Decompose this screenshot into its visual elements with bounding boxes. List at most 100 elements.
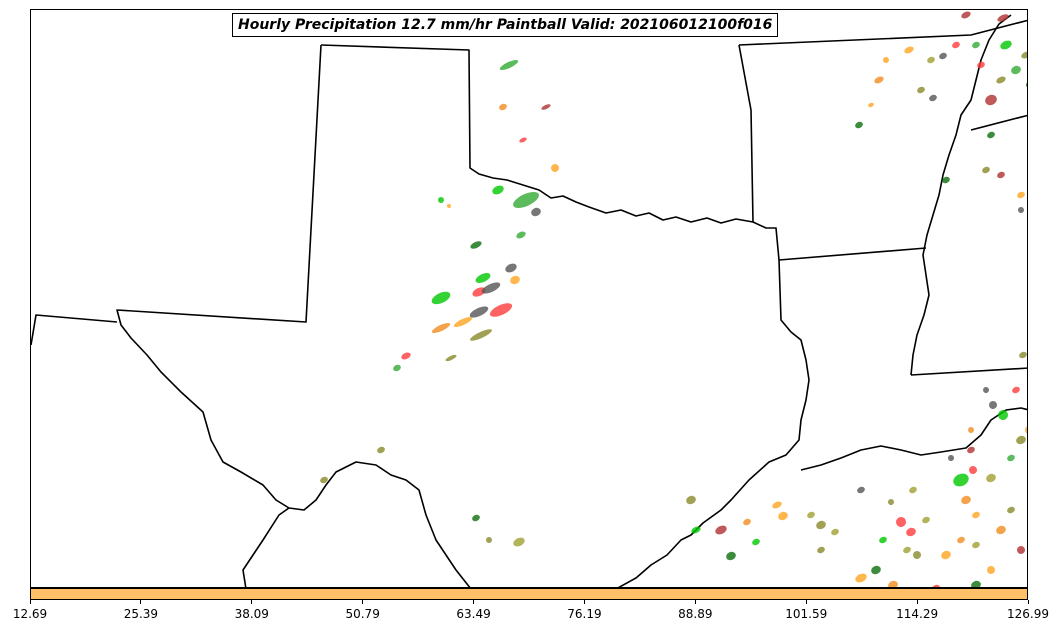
paintball-blob: [967, 446, 975, 454]
texas-border-west: [116, 44, 471, 587]
paintball-blob: [874, 76, 884, 84]
paintball-blob: [513, 537, 525, 547]
colorbar-tick-label: 63.49: [456, 607, 491, 621]
paintball-blob: [906, 527, 916, 537]
paintball-blob: [888, 580, 898, 587]
mississippi-river: [910, 14, 1012, 376]
paintball-blob: [831, 528, 839, 536]
paintball-blob: [1019, 351, 1027, 359]
paintball-blob: [972, 541, 980, 549]
paintball-blob: [996, 525, 1006, 535]
paintball-blob: [997, 171, 1005, 179]
paintball-blob: [971, 580, 981, 587]
paintball-blob: [431, 291, 451, 305]
paintball-blob: [857, 486, 865, 494]
paintball-blob: [726, 551, 736, 561]
paintball-blob: [393, 364, 401, 372]
paintball-blob: [922, 516, 930, 524]
paintball-blob: [1017, 546, 1025, 554]
precipitation-paintballs: [320, 11, 1027, 587]
paintball-blob: [531, 207, 541, 217]
mexico-border: [242, 507, 290, 587]
colorbar-tick-label: 126.99: [1007, 607, 1049, 621]
paintball-blob: [1007, 454, 1015, 462]
paintball-blob: [927, 56, 935, 64]
colorbar-tick: [29, 600, 31, 604]
paintball-blob: [909, 486, 917, 494]
state-border-e: [970, 114, 1027, 131]
paintball-blob: [1025, 426, 1027, 434]
paintball-blob: [772, 501, 782, 509]
paintball-blob: [472, 514, 480, 522]
paintball-blob: [868, 102, 874, 108]
paintball-blob: [985, 94, 997, 106]
paintball-blob: [752, 538, 760, 546]
paintball-blob: [997, 14, 1009, 22]
paintball-blob: [513, 191, 539, 209]
paintball-blob: [961, 495, 971, 505]
paintball-blob: [510, 275, 520, 285]
paintball-blob: [469, 306, 489, 318]
colorbar-tick-label: 88.89: [678, 607, 713, 621]
paintball-blob: [516, 231, 526, 239]
paintball-blob: [952, 41, 960, 49]
paintball-blob: [447, 204, 451, 208]
paintball-blob: [1000, 40, 1012, 50]
oklahoma-arkansas-border: [738, 44, 754, 223]
paintball-blob: [932, 584, 940, 587]
paintball-blob: [541, 104, 551, 110]
paintball-blob: [982, 166, 990, 174]
paintball-blob: [1017, 191, 1025, 199]
paintball-blob: [715, 525, 727, 535]
paintball-blob: [492, 185, 504, 195]
paintball-blob: [470, 241, 482, 249]
paintball-blob: [888, 499, 894, 505]
colorbar-tick: [140, 600, 142, 604]
colorbar-ticks: 12.69 25.39 38.09 50.79 63.49 76.19 88.89 101.5…: [0, 600, 1062, 633]
paintball-blob: [983, 387, 989, 393]
paintball-blob: [917, 86, 925, 94]
paintball-blob: [431, 322, 451, 334]
paintball-blob: [855, 121, 863, 129]
paintball-blob: [816, 520, 826, 530]
paintball-blob: [953, 473, 969, 487]
paintball-blob: [929, 94, 937, 102]
paintball-blob: [969, 466, 977, 474]
paintball-blob: [743, 518, 751, 526]
colorbar-tick-label: 50.79: [345, 607, 380, 621]
paintball-blob: [445, 354, 457, 362]
state-border-ne: [738, 19, 1027, 46]
paintball-blob: [1012, 386, 1020, 394]
colorbar-tick: [251, 600, 253, 604]
paintball-blob: [961, 11, 971, 19]
paintball-blob: [519, 137, 527, 143]
louisiana-coast: [800, 407, 1027, 471]
paintball-blob: [1018, 207, 1024, 213]
paintball-blob: [551, 164, 559, 172]
colorbar-tick-label: 12.69: [12, 607, 48, 621]
paintball-blob: [996, 76, 1006, 84]
paintball-blob: [883, 57, 889, 63]
paintball-blob: [904, 46, 914, 54]
paintball-blob: [987, 566, 995, 574]
paintball-blob: [691, 526, 701, 534]
texas-border: [320, 44, 810, 587]
louisiana-east-border: [910, 367, 1027, 376]
paintball-blob: [475, 273, 491, 283]
colorbar-tick: [473, 600, 475, 604]
paintball-blob: [968, 427, 974, 433]
paintball-blob: [972, 511, 980, 519]
paintball-blob: [817, 546, 825, 554]
paintball-blob: [942, 176, 950, 184]
paintball-blob: [486, 537, 492, 543]
paintball-blob: [986, 473, 996, 483]
colorbar: [30, 588, 1028, 600]
paintball-blob: [871, 565, 881, 575]
paintball-blob: [987, 131, 995, 139]
paintball-blob: [913, 551, 921, 559]
paintball-blob: [401, 352, 411, 360]
colorbar-tick: [916, 600, 918, 604]
paintball-blob: [438, 197, 444, 203]
map-panel: [30, 9, 1028, 588]
paintball-blob: [499, 103, 507, 111]
